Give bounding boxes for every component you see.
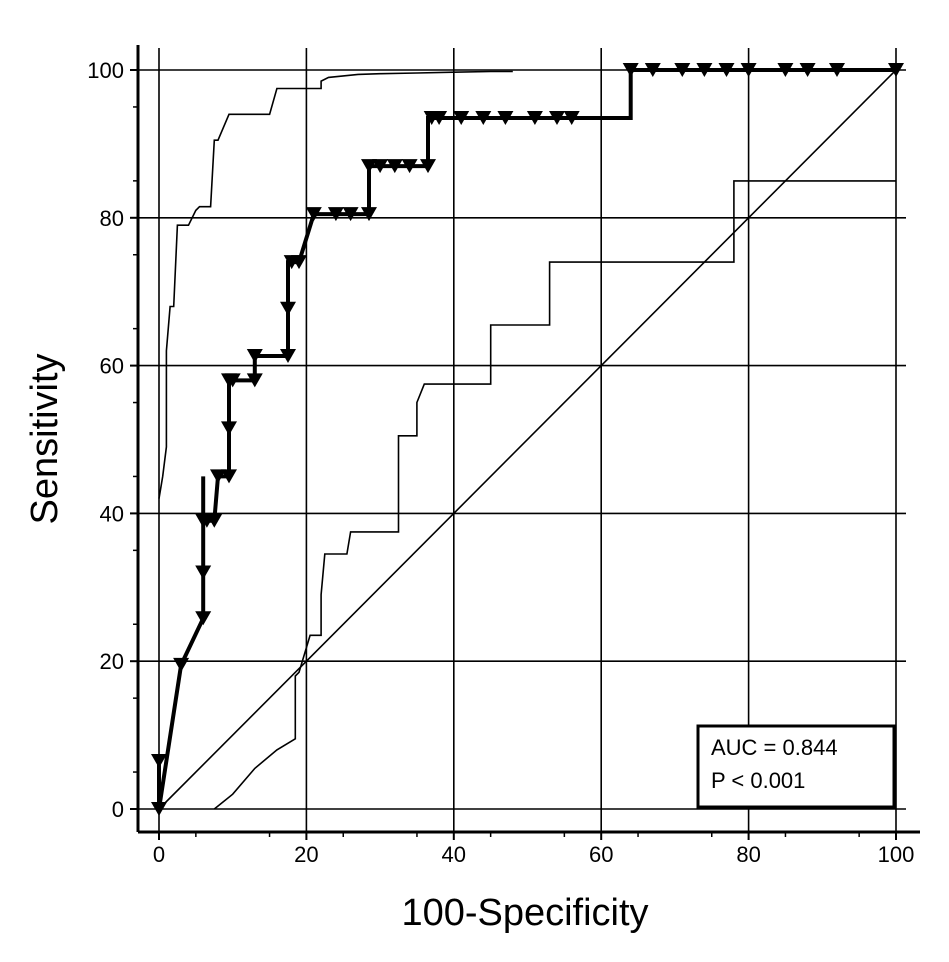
y-tick-label: 60 [100,354,124,379]
x-tick-label: 20 [294,842,318,867]
y-tick-label: 40 [100,501,124,526]
series-line-1 [158,70,513,499]
roc-point-marker [342,207,359,222]
x-tick-label: 40 [442,842,466,867]
series-line-2 [213,180,896,810]
roc-point-marker [718,63,735,77]
y-axis-title: Sensitivity [24,353,66,524]
y-tick-label: 100 [87,58,124,83]
p-value-label: P < 0.001 [711,768,805,793]
roc-point-marker [799,63,816,77]
y-tick-label: 80 [100,206,124,231]
roc-point-marker [777,63,794,77]
roc-point-marker [622,63,639,77]
roc-point-marker [386,159,403,174]
y-tick-label: 20 [100,649,124,674]
roc-point-marker [224,373,241,388]
x-tick-label: 80 [736,842,760,867]
roc-point-marker [563,111,580,125]
roc-point-marker [195,565,212,580]
x-tick-label: 100 [878,842,915,867]
roc-point-marker [246,349,263,363]
roc-point-marker [644,63,661,77]
roc-point-marker [280,349,296,363]
roc-point-marker [221,469,237,484]
series-line-3 [158,69,897,810]
roc-point-marker [674,63,691,77]
auc-label: AUC = 0.844 [711,735,838,760]
x-tick-label: 0 [153,842,165,867]
roc-point-marker [151,754,167,768]
roc-point-marker [475,111,492,125]
roc-point-marker [210,469,226,484]
roc-point-marker [195,611,212,626]
roc-point-marker [372,159,389,174]
roc-point-marker [740,63,757,77]
roc-point-marker [361,207,377,222]
roc-point-marker [291,255,307,270]
roc-point-marker [221,421,237,436]
roc-point-marker [526,111,543,125]
roc-point-marker [206,513,223,528]
roc-point-marker [401,159,418,174]
roc-point-marker [305,207,322,222]
roc-point-marker [497,111,514,125]
roc-point-marker [431,111,448,125]
legend-box: AUC = 0.844 P < 0.001 [696,724,896,809]
series [151,63,904,816]
y-tick-label: 0 [112,797,124,822]
x-tick-label: 60 [589,842,613,867]
roc-point-marker [280,301,296,316]
roc-point-marker [361,159,377,174]
x-axis-title: 100-Specificity [401,892,648,934]
series-line-0 [157,68,896,810]
roc-point-marker [549,111,565,125]
legend-frame [696,724,896,809]
axes: 0 20 40 60 80 100 0 20 40 60 80 100 [87,45,920,867]
roc-point-marker [173,657,190,672]
roc-point-marker [246,373,263,388]
grid [138,48,906,832]
roc-point-marker [453,111,470,125]
roc-point-marker [420,159,436,174]
roc-point-marker [327,207,344,222]
roc-point-marker [829,63,845,77]
roc-point-marker [696,63,713,77]
